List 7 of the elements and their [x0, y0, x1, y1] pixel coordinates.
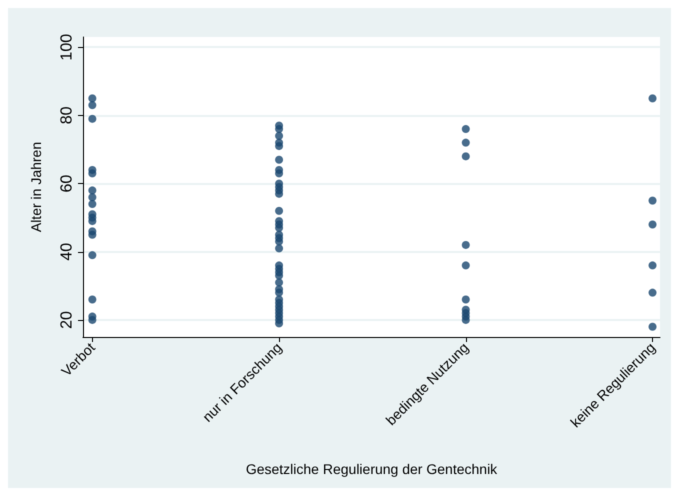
y-tick-label: 100	[58, 34, 76, 61]
y-tick-label: 80	[58, 106, 76, 124]
y-tick-label: 40	[58, 242, 76, 261]
y-tick-label: 60	[58, 174, 76, 192]
y-axis-title: Alter in Jahren	[28, 142, 44, 232]
x-axis-title: Gesetzliche Regulierung der Gentechnik	[246, 461, 498, 477]
y-tick-label: 20	[58, 310, 76, 329]
